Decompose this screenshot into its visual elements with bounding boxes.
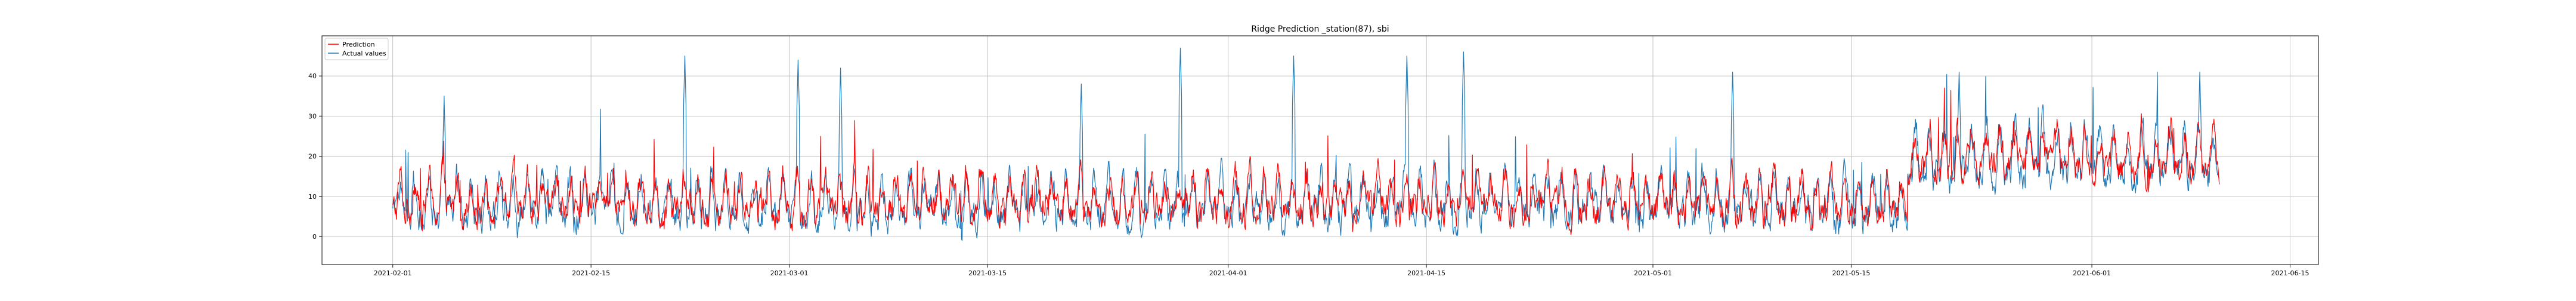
y-tick-label: 40: [308, 72, 317, 80]
grid-layer: [322, 36, 2318, 265]
series-layer: [392, 47, 2220, 241]
x-tick-label: 2021-05-15: [1832, 269, 1870, 277]
chart-title: Ridge Prediction _station(87), sbi: [1251, 24, 1389, 34]
axis-layer: 2021-02-01 2021-02-15 2021-03-01 2021-03-15…: [308, 72, 2309, 277]
x-tick-label: 2021-02-01: [374, 269, 412, 277]
y-tick-label: 0: [312, 233, 317, 241]
series-line-prediction: [392, 87, 2220, 235]
legend-label-actual-values: Actual values: [342, 50, 386, 57]
y-tick-label: 10: [308, 193, 317, 201]
x-tick-label: 2021-02-15: [572, 269, 610, 277]
legend-box: [324, 38, 389, 60]
x-tick-label: 2021-03-01: [770, 269, 809, 277]
legend: Prediction Actual values: [324, 38, 389, 60]
y-tick-label: 20: [308, 153, 317, 161]
y-tick-label: 30: [308, 112, 317, 120]
x-tick-label: 2021-06-01: [2073, 269, 2111, 277]
plot-area-frame: [321, 35, 2319, 265]
x-tick-label: 2021-05-01: [1634, 269, 1672, 277]
x-tick-label: 2021-04-01: [1209, 269, 1247, 277]
x-tick-label: 2021-06-15: [2271, 269, 2309, 277]
x-tick-label: 2021-03-15: [968, 269, 1007, 277]
legend-label-prediction: Prediction: [342, 41, 375, 48]
x-tick-label: 2021-04-15: [1407, 269, 1445, 277]
